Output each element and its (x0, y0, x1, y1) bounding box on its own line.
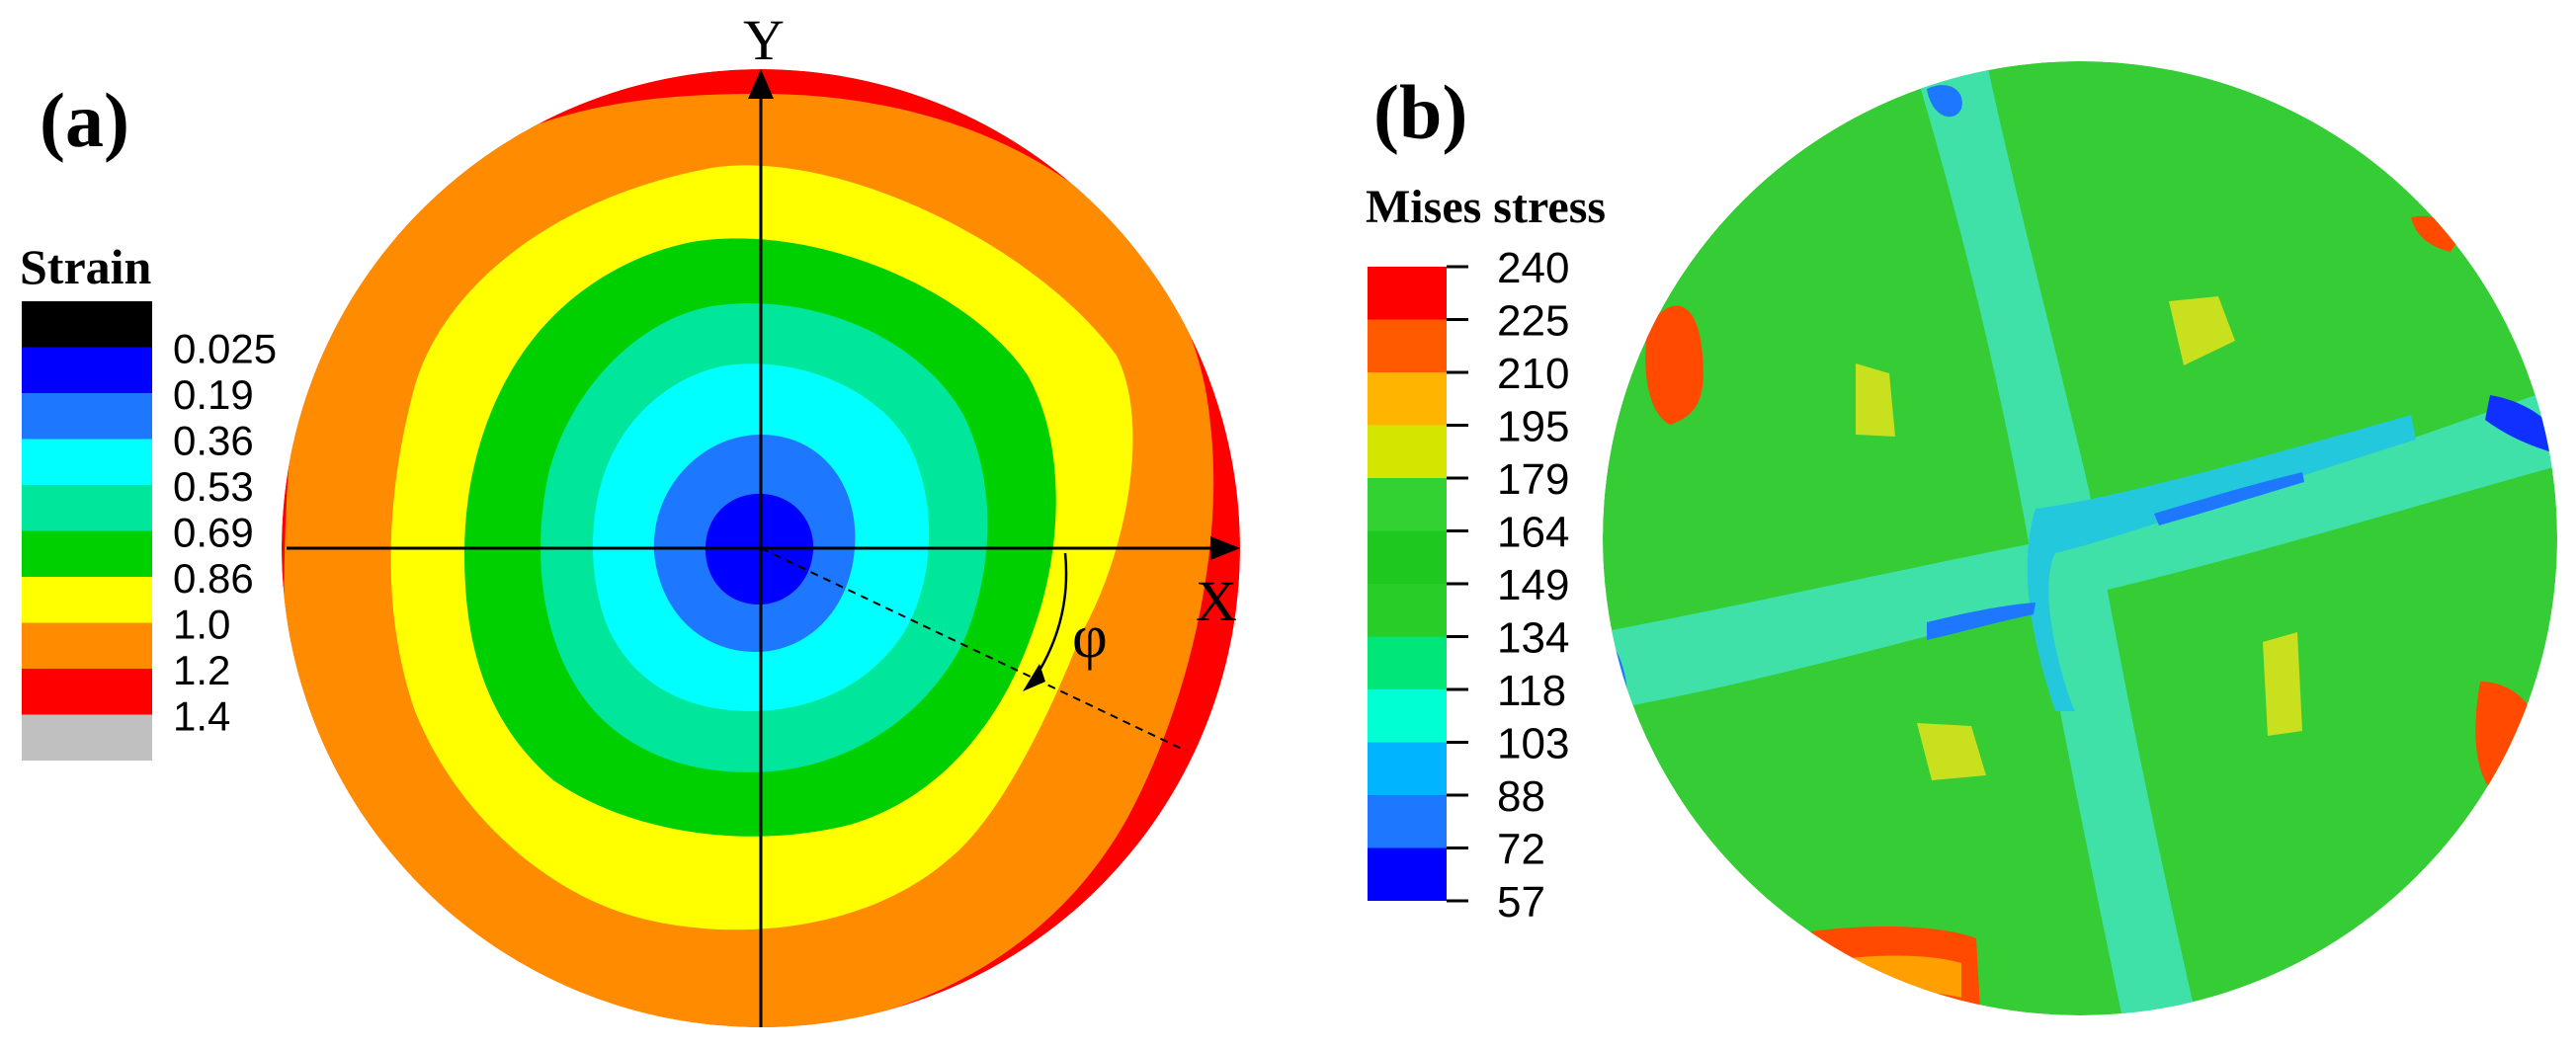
radial-reference-line (760, 547, 1187, 752)
mises-legend-swatch (1368, 689, 1447, 743)
axes (287, 69, 1240, 1027)
strain-legend-swatch (22, 485, 152, 531)
strain-legend-swatch (22, 301, 152, 348)
strain-legend: Strain 0.0250.190.360.530.690.861.01.21.… (20, 239, 277, 761)
strain-legend-swatch (22, 669, 152, 715)
stress-blue-streak-left (1927, 603, 2036, 640)
strain-legend-swatch (22, 530, 152, 577)
mises-legend-label: 240 (1497, 244, 1569, 292)
strain-legend-swatch (22, 439, 152, 485)
strain-legend-label: 0.19 (173, 371, 254, 418)
mises-legend-label: 103 (1497, 720, 1569, 768)
mises-legend-label: 134 (1497, 614, 1569, 663)
angle-arrowhead (1023, 664, 1045, 691)
mises-legend-title: Mises stress (1366, 181, 1606, 233)
mises-legend-label: 88 (1497, 772, 1545, 821)
mises-legend-swatch (1368, 425, 1447, 478)
strain-legend-label: 0.025 (173, 326, 277, 372)
strain-legend-label: 0.53 (173, 463, 254, 510)
x-axis-label: X (1196, 569, 1237, 633)
stress-contour-plot (1603, 61, 2557, 1015)
stress-horizontal-band (1603, 385, 2557, 711)
stress-band-core (2027, 415, 2416, 711)
y-axis-label: Y (743, 8, 785, 72)
stress-yellow-region-1 (2169, 296, 2235, 365)
mises-legend-label: 118 (1497, 667, 1566, 715)
panel-b-label: (b) (1373, 69, 1467, 155)
angle-phi-label: φ (1072, 604, 1108, 671)
strain-legend-label: 0.69 (173, 510, 254, 556)
strain-legend-label: 1.2 (173, 647, 230, 693)
stress-edge-blue-right (2485, 395, 2557, 454)
mises-legend-swatch (1368, 478, 1447, 531)
strain-legend-title: Strain (20, 239, 152, 294)
strain-legend-label: 0.36 (173, 418, 254, 464)
strain-legend-label: 0.86 (173, 555, 254, 602)
mises-legend-swatches (1368, 267, 1447, 901)
panel-a: (a) Strain 0.0250.190.360.530.690.861.01… (20, 8, 1240, 1027)
mises-legend-swatch (1368, 319, 1447, 372)
mises-legend-label: 179 (1497, 455, 1569, 504)
mises-legend-label: 149 (1497, 561, 1569, 609)
strain-legend-swatch (22, 347, 152, 393)
stress-blue-top (1927, 85, 1962, 118)
mises-legend-swatch (1368, 847, 1447, 901)
stress-blue-streak-right (2154, 472, 2304, 525)
y-axis-arrowhead (748, 69, 774, 99)
strain-legend-label: 1.4 (173, 693, 230, 740)
mises-legend-label: 164 (1497, 509, 1569, 557)
mises-legend-swatch (1368, 742, 1447, 795)
stress-hot-region-left (1645, 305, 1703, 425)
stress-yellow-region-3 (1917, 723, 1986, 780)
strain-legend-swatch (22, 393, 152, 440)
strain-legend-label: 1.0 (173, 602, 230, 648)
mises-legend-label: 225 (1497, 297, 1569, 346)
stress-yellow-region-4 (2263, 632, 2302, 736)
mises-legend-swatch (1368, 584, 1447, 637)
mises-legend-swatch (1368, 636, 1447, 689)
stress-warm-region-bottom (1818, 955, 1961, 998)
strain-legend-swatch (22, 577, 152, 623)
mises-legend-label: 210 (1497, 350, 1569, 398)
x-axis-arrowhead (1210, 536, 1240, 560)
strain-legend-swatches (22, 301, 152, 761)
mises-legend-swatch (1368, 795, 1447, 848)
mises-legend-label: 72 (1497, 826, 1545, 874)
strain-legend-swatch (22, 714, 152, 761)
mises-legend-label: 195 (1497, 403, 1569, 451)
stress-yellow-region-2 (1856, 363, 1895, 437)
mises-legend-label: 57 (1497, 878, 1545, 927)
mises-legend-swatch (1368, 267, 1447, 320)
mises-legend-swatch (1368, 530, 1447, 584)
strain-legend-swatch (22, 622, 152, 669)
mises-legend-ticks (1447, 265, 1468, 903)
mises-legend-swatch (1368, 372, 1447, 426)
panel-a-label: (a) (40, 77, 129, 163)
